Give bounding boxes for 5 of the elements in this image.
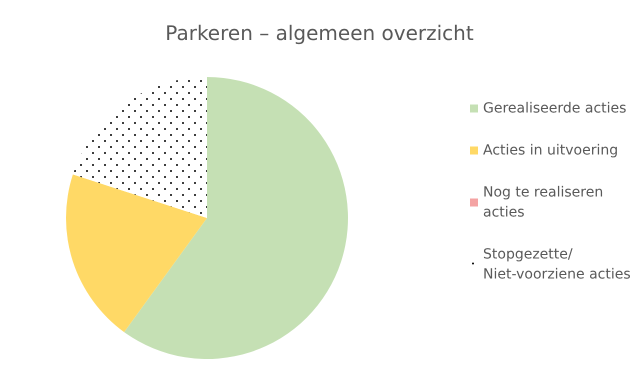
legend-label: Acties in uitvoering: [483, 142, 618, 158]
chart-title: Parkeren – algemeen overzicht: [165, 21, 474, 45]
legend-label: Nog te realiseren acties: [483, 184, 608, 220]
legend-label: Gerealiseerde acties: [483, 100, 626, 116]
legend-label: Stopgezette/Niet-voorziene acties: [483, 246, 631, 282]
